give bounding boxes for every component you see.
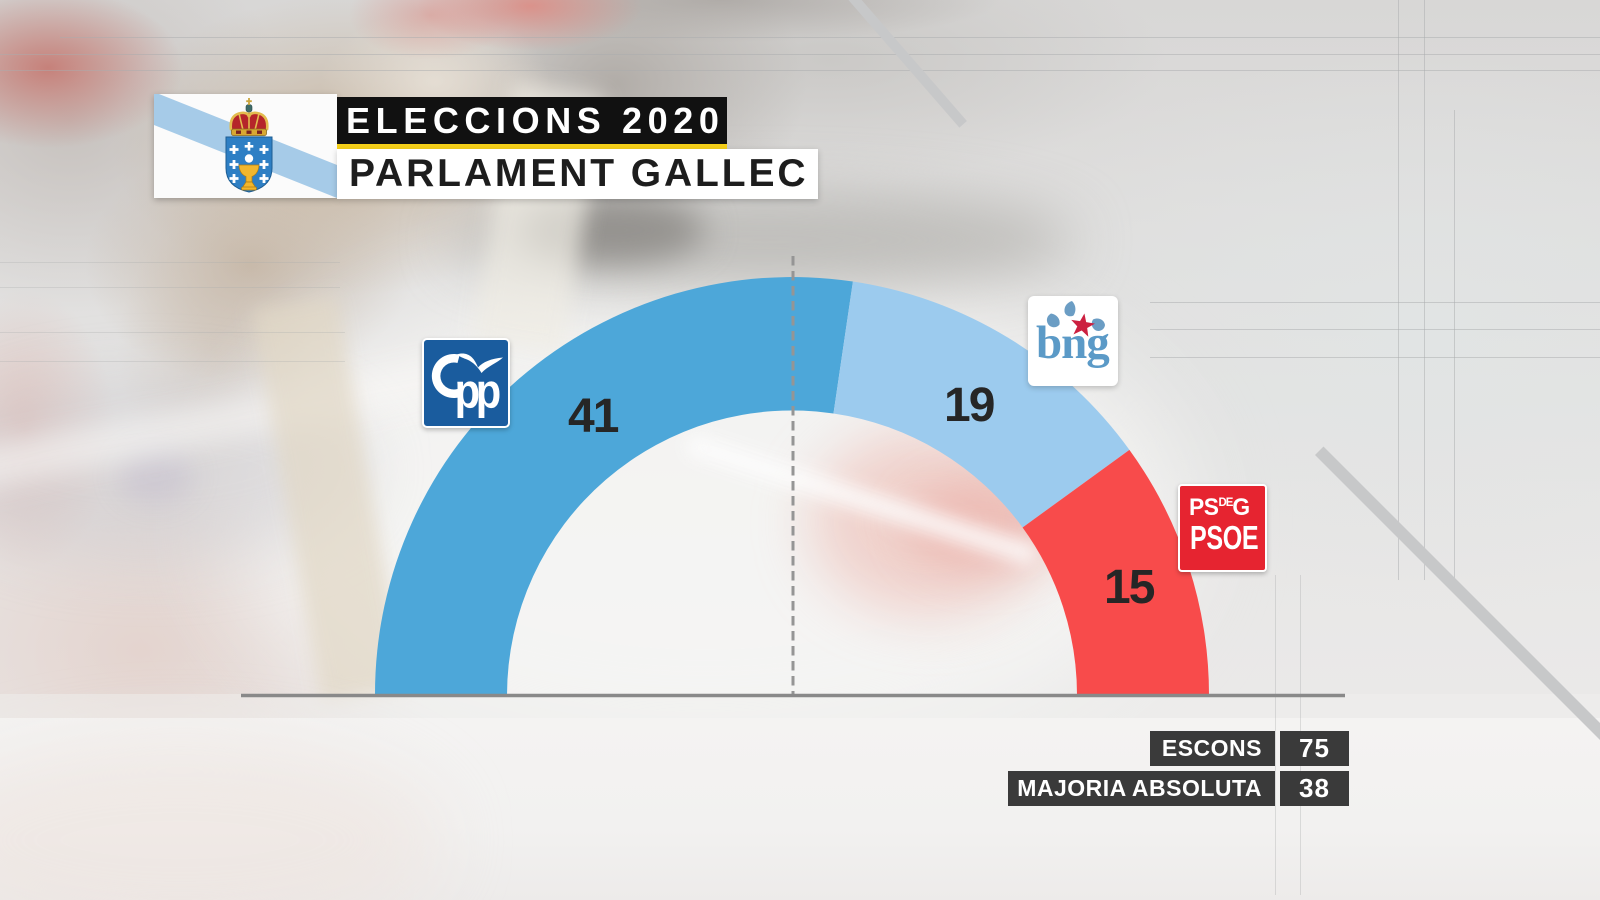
svg-text:pp: pp [455,364,500,419]
svg-text:bng: bng [1036,317,1110,369]
